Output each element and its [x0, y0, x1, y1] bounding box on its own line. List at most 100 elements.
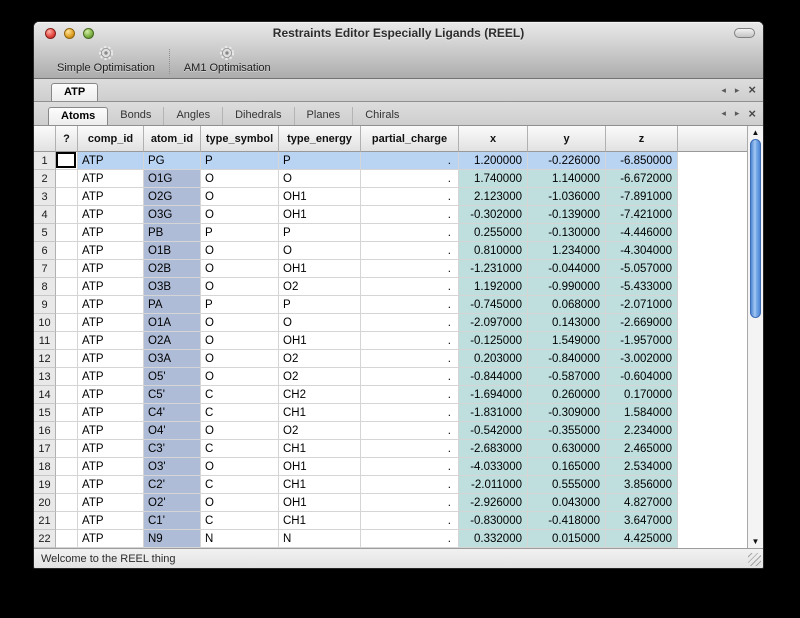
scroll-left-icon[interactable]: ◂ [721, 84, 726, 95]
row-number[interactable]: 5 [34, 224, 56, 242]
cell-q[interactable] [56, 260, 78, 278]
table-row[interactable]: 21 ATP C1' C CH1. -0.830000 -0.418000 3.647000 [34, 512, 747, 530]
tab-atoms[interactable]: Atoms [48, 107, 109, 125]
cell-type_symbol[interactable]: O [201, 368, 279, 386]
column-header-type_energy[interactable]: type_energy [279, 126, 361, 152]
cell-type_symbol[interactable]: O [201, 350, 279, 368]
cell-atom_id[interactable]: O3' [144, 458, 201, 476]
tab-dihedrals[interactable]: Dihedrals [222, 107, 293, 125]
scrollbar-up-arrow-icon[interactable]: ▲ [751, 128, 760, 137]
cell-type_symbol[interactable]: C [201, 386, 279, 404]
table-row[interactable]: 5 ATP PB P P. 0.255000 -0.130000 -4.446000 [34, 224, 747, 242]
cell-type_energy[interactable]: O [279, 170, 361, 188]
table-row[interactable]: 13 ATP O5' O O2. -0.844000 -0.587000 -0.604000 [34, 368, 747, 386]
cell-z[interactable]: -3.002000 [606, 350, 678, 368]
cell-comp_id[interactable]: ATP [78, 494, 144, 512]
cell-type_symbol[interactable]: O [201, 278, 279, 296]
table-row[interactable]: 10 ATP O1A O O. -2.097000 0.143000 -2.669000 [34, 314, 747, 332]
cell-partial_charge[interactable]: . [361, 332, 459, 350]
row-number[interactable]: 21 [34, 512, 56, 530]
minimize-window-button[interactable] [64, 28, 75, 39]
cell-z[interactable]: -4.446000 [606, 224, 678, 242]
cell-x[interactable]: 1.192000 [459, 278, 528, 296]
cell-q[interactable] [56, 512, 78, 530]
cell-atom_id[interactable]: C2' [144, 476, 201, 494]
row-number[interactable]: 22 [34, 530, 56, 548]
cell-comp_id[interactable]: ATP [78, 206, 144, 224]
tab-atp[interactable]: ATP [51, 83, 99, 101]
cell-x[interactable]: 0.203000 [459, 350, 528, 368]
cell-x[interactable]: -0.830000 [459, 512, 528, 530]
cell-x[interactable]: -2.926000 [459, 494, 528, 512]
cell-partial_charge[interactable]: . [361, 458, 459, 476]
cell-y[interactable]: 0.165000 [528, 458, 606, 476]
row-number[interactable]: 1 [34, 152, 56, 170]
column-header-comp_id[interactable]: comp_id [78, 126, 144, 152]
cell-y[interactable]: -0.139000 [528, 206, 606, 224]
cell-z[interactable]: 0.170000 [606, 386, 678, 404]
cell-type_symbol[interactable]: O [201, 458, 279, 476]
cell-x[interactable]: -2.683000 [459, 440, 528, 458]
table-row[interactable]: 3 ATP O2G O OH1. 2.123000 -1.036000 -7.891000 [34, 188, 747, 206]
cell-partial_charge[interactable]: . [361, 224, 459, 242]
cell-z[interactable]: 2.234000 [606, 422, 678, 440]
cell-y[interactable]: 0.068000 [528, 296, 606, 314]
cell-type_energy[interactable]: OH1 [279, 260, 361, 278]
cell-q[interactable] [56, 476, 78, 494]
scroll-left-icon[interactable]: ◂ [721, 108, 726, 118]
cell-x[interactable]: -4.033000 [459, 458, 528, 476]
cell-comp_id[interactable]: ATP [78, 386, 144, 404]
close-icon[interactable]: × [748, 82, 756, 97]
cell-comp_id[interactable]: ATP [78, 224, 144, 242]
cell-type_energy[interactable]: OH1 [279, 494, 361, 512]
cell-comp_id[interactable]: ATP [78, 170, 144, 188]
cell-x[interactable]: -2.011000 [459, 476, 528, 494]
cell-comp_id[interactable]: ATP [78, 530, 144, 548]
row-number[interactable]: 9 [34, 296, 56, 314]
cell-x[interactable]: -0.745000 [459, 296, 528, 314]
cell-x[interactable]: 0.810000 [459, 242, 528, 260]
cell-y[interactable]: -0.990000 [528, 278, 606, 296]
cell-type_energy[interactable]: P [279, 224, 361, 242]
cell-atom_id[interactable]: O2A [144, 332, 201, 350]
tab-planes[interactable]: Planes [293, 107, 353, 125]
row-number[interactable]: 12 [34, 350, 56, 368]
cell-type_energy[interactable]: OH1 [279, 458, 361, 476]
table-row[interactable]: 11 ATP O2A O OH1. -0.125000 1.549000 -1.957000 [34, 332, 747, 350]
cell-comp_id[interactable]: ATP [78, 458, 144, 476]
cell-y[interactable]: -0.587000 [528, 368, 606, 386]
cell-comp_id[interactable]: ATP [78, 404, 144, 422]
cell-type_energy[interactable]: CH1 [279, 440, 361, 458]
tab-chirals[interactable]: Chirals [352, 107, 411, 125]
cell-type_energy[interactable]: P [279, 152, 361, 170]
cell-atom_id[interactable]: O1G [144, 170, 201, 188]
cell-x[interactable]: -1.831000 [459, 404, 528, 422]
cell-atom_id[interactable]: PG [144, 152, 201, 170]
cell-x[interactable]: -0.542000 [459, 422, 528, 440]
cell-atom_id[interactable]: PA [144, 296, 201, 314]
cell-y[interactable]: 0.043000 [528, 494, 606, 512]
table-row[interactable]: 20 ATP O2' O OH1. -2.926000 0.043000 4.827000 [34, 494, 747, 512]
cell-z[interactable]: -2.071000 [606, 296, 678, 314]
cell-y[interactable]: 0.555000 [528, 476, 606, 494]
scrollbar-down-arrow-icon[interactable]: ▼ [751, 537, 760, 546]
table-row[interactable]: 19 ATP C2' C CH1. -2.011000 0.555000 3.856000 [34, 476, 747, 494]
table-row[interactable]: 22 ATP N9 N N. 0.332000 0.015000 4.425000 [34, 530, 747, 548]
cell-atom_id[interactable]: O5' [144, 368, 201, 386]
cell-y[interactable]: -0.355000 [528, 422, 606, 440]
cell-partial_charge[interactable]: . [361, 440, 459, 458]
row-number[interactable]: 3 [34, 188, 56, 206]
cell-atom_id[interactable]: O3A [144, 350, 201, 368]
cell-x[interactable]: -0.844000 [459, 368, 528, 386]
cell-comp_id[interactable]: ATP [78, 422, 144, 440]
cell-type_energy[interactable]: CH1 [279, 476, 361, 494]
table-row[interactable]: 1 ATP PG P P. 1.200000 -0.226000 -6.850000 [34, 152, 747, 170]
cell-partial_charge[interactable]: . [361, 350, 459, 368]
cell-z[interactable]: -6.672000 [606, 170, 678, 188]
cell-z[interactable]: 3.856000 [606, 476, 678, 494]
cell-z[interactable]: -5.433000 [606, 278, 678, 296]
cell-z[interactable]: -5.057000 [606, 260, 678, 278]
cell-atom_id[interactable]: O2B [144, 260, 201, 278]
cell-q[interactable] [56, 224, 78, 242]
column-header-q[interactable]: ? [56, 126, 78, 152]
